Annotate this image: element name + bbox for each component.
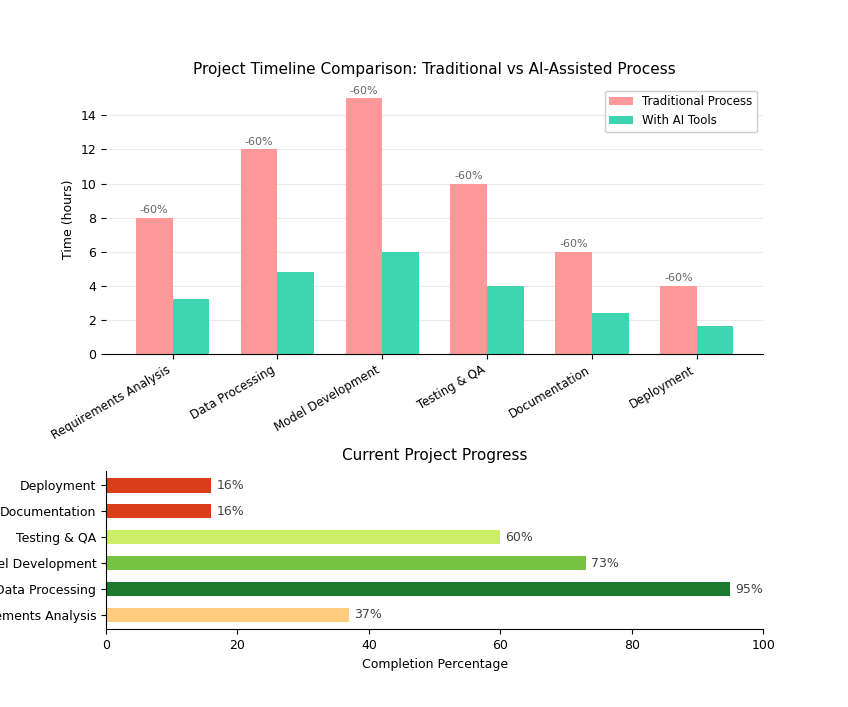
Text: -60%: -60% — [455, 171, 483, 181]
Text: 16%: 16% — [216, 479, 244, 492]
Text: 37%: 37% — [354, 609, 382, 621]
Bar — [450, 184, 487, 354]
Legend: Traditional Process, With AI Tools: Traditional Process, With AI Tools — [605, 90, 757, 132]
Bar — [106, 582, 730, 596]
Bar — [345, 98, 382, 354]
Title: Current Project Progress: Current Project Progress — [342, 448, 527, 463]
Bar — [136, 218, 172, 354]
Text: -60%: -60% — [140, 205, 169, 215]
Bar — [555, 252, 592, 354]
Bar — [172, 299, 209, 354]
Bar — [106, 478, 211, 493]
Text: 60%: 60% — [505, 531, 533, 544]
Text: -60%: -60% — [245, 137, 273, 147]
Text: -60%: -60% — [559, 239, 588, 249]
Bar — [277, 272, 314, 354]
X-axis label: Completion Percentage: Completion Percentage — [361, 658, 508, 670]
Bar — [382, 252, 419, 354]
Bar — [592, 312, 628, 354]
Bar — [697, 327, 734, 354]
Bar — [241, 149, 277, 354]
Text: -60%: -60% — [664, 273, 693, 283]
Text: 95%: 95% — [735, 583, 763, 595]
Text: 73%: 73% — [591, 556, 619, 570]
Bar — [487, 286, 524, 354]
Bar — [660, 286, 697, 354]
Text: -60%: -60% — [349, 86, 378, 96]
Title: Project Timeline Comparison: Traditional vs AI-Assisted Process: Project Timeline Comparison: Traditional… — [193, 62, 676, 77]
Bar — [106, 556, 586, 571]
Bar — [106, 530, 500, 544]
Y-axis label: Time (hours): Time (hours) — [62, 180, 75, 259]
Bar — [106, 608, 349, 622]
Text: 16%: 16% — [216, 505, 244, 518]
Bar — [106, 504, 211, 518]
